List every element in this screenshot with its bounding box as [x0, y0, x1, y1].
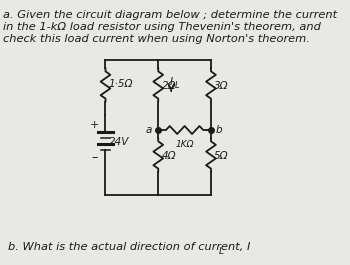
Text: 24V: 24V	[109, 137, 129, 147]
Text: 3Ω: 3Ω	[214, 81, 229, 91]
Text: 1·5Ω: 1·5Ω	[109, 79, 133, 89]
Text: +: +	[90, 120, 99, 130]
Text: 2Ω: 2Ω	[161, 81, 176, 91]
Text: check this load current when using Norton's theorem.: check this load current when using Norto…	[3, 34, 310, 44]
Text: in the 1-kΩ load resistor using Thevenin's theorem, and: in the 1-kΩ load resistor using Thevenin…	[3, 22, 321, 32]
Text: 5Ω: 5Ω	[214, 151, 229, 161]
Text: b. What is the actual direction of current, I: b. What is the actual direction of curre…	[8, 242, 251, 252]
Text: 1KΩ: 1KΩ	[175, 140, 194, 149]
Text: –: –	[91, 152, 97, 165]
Text: L: L	[219, 247, 224, 256]
Text: 4Ω: 4Ω	[161, 151, 176, 161]
Text: a: a	[145, 125, 152, 135]
Text: a. Given the circuit diagram below ; determine the current: a. Given the circuit diagram below ; det…	[3, 10, 337, 20]
Text: L: L	[174, 81, 179, 90]
Text: I: I	[170, 77, 173, 87]
Text: b: b	[216, 125, 223, 135]
